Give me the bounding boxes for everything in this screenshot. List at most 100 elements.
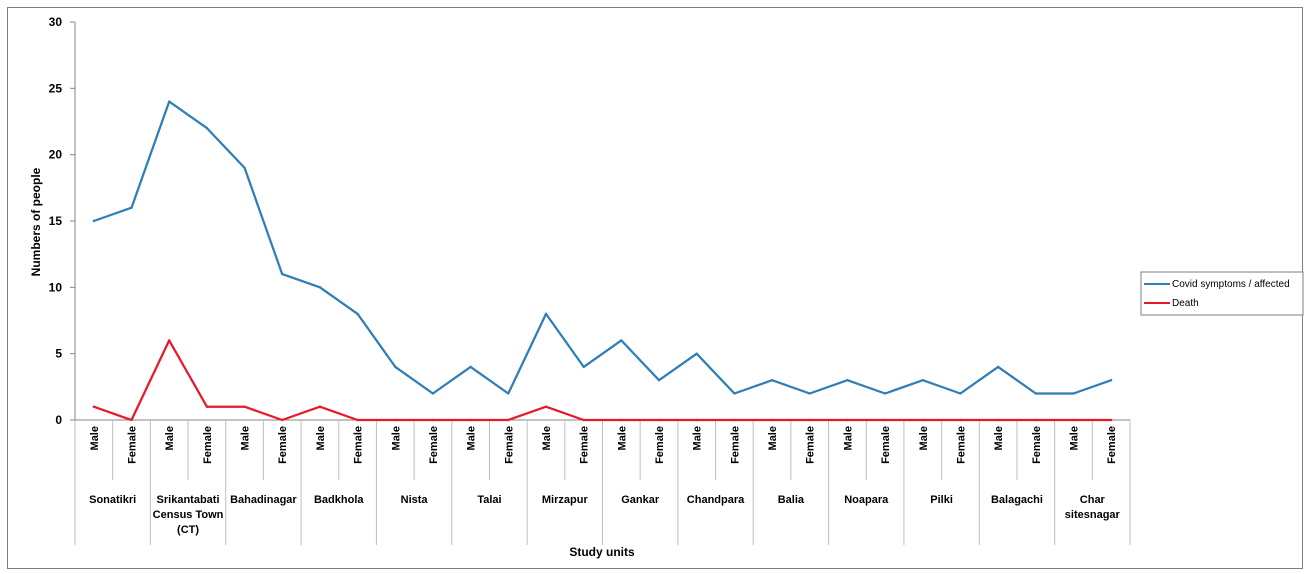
data-point <box>770 379 774 382</box>
series-layer <box>92 100 1113 422</box>
data-point <box>996 418 1000 422</box>
y-tick-label: 10 <box>49 280 63 294</box>
data-point <box>883 418 887 422</box>
data-point <box>394 418 397 422</box>
data-point <box>1072 392 1075 395</box>
data-point <box>243 405 246 408</box>
series-line-covid <box>93 100 1112 395</box>
x-category-label: Female <box>127 426 139 464</box>
data-point <box>883 392 887 395</box>
data-point <box>959 392 962 395</box>
x-category-label: Female <box>503 426 515 464</box>
data-point <box>657 379 661 382</box>
data-point <box>657 418 661 422</box>
x-axis-title: Study units <box>569 545 635 559</box>
data-point <box>167 339 171 342</box>
data-point <box>620 418 623 422</box>
data-point <box>846 418 849 422</box>
legend-label-covid: Covid symptoms / affected <box>1172 279 1290 290</box>
data-point <box>921 379 924 382</box>
data-point <box>205 126 209 130</box>
data-point <box>846 379 849 382</box>
data-point <box>582 418 585 422</box>
x-group-label: Pilki <box>930 494 953 506</box>
data-point <box>733 418 736 422</box>
x-axis: Male Female Male Female Male Female Male Female… <box>74 419 1131 545</box>
x-category-label: Female <box>202 426 214 464</box>
x-category-label: Female <box>805 426 817 464</box>
data-point <box>808 392 811 395</box>
data-point <box>1034 392 1038 395</box>
x-category-label: Male <box>390 426 402 450</box>
x-category-label: Female <box>654 426 666 464</box>
x-category-label: Male <box>918 426 930 450</box>
data-point <box>205 405 209 408</box>
x-category-label: Male <box>767 426 779 450</box>
data-point <box>167 100 171 103</box>
data-point <box>469 365 472 369</box>
data-point <box>92 219 96 223</box>
data-point <box>959 418 962 422</box>
legend: Covid symptoms / affected Death <box>1140 271 1304 316</box>
x-group-label: Gankar <box>621 494 660 506</box>
x-category-label: Male <box>315 426 327 450</box>
chart-frame <box>7 7 1303 569</box>
x-group-label: Chandpara <box>687 494 745 506</box>
x-category-label: Female <box>353 426 365 464</box>
data-point <box>1034 418 1038 422</box>
x-group-label: Badkhola <box>314 494 364 506</box>
data-point <box>394 365 397 369</box>
data-point <box>507 392 510 395</box>
data-point <box>243 166 246 170</box>
data-point <box>620 339 623 342</box>
data-point <box>695 418 698 422</box>
data-point <box>318 286 322 289</box>
data-point <box>507 418 510 422</box>
x-category-label: Male <box>616 426 628 450</box>
x-category-label: Female <box>277 426 289 464</box>
data-point <box>130 206 133 209</box>
data-point <box>431 418 435 422</box>
legend-label-death: Death <box>1172 298 1199 309</box>
y-tick-label: 5 <box>55 347 62 361</box>
data-point <box>544 312 548 316</box>
y-axis: 0 5 10 15 20 25 30 <box>49 15 76 427</box>
x-category-label: Male <box>89 426 101 450</box>
y-tick-label: 20 <box>49 148 63 162</box>
x-group-label: Sonatikri <box>89 494 136 506</box>
x-group-label: Balia <box>778 494 805 506</box>
x-group-label: Talai <box>477 494 501 506</box>
data-point <box>356 418 359 422</box>
data-point <box>1109 379 1113 382</box>
series-line-death <box>93 339 1112 422</box>
y-tick-label: 25 <box>49 81 63 95</box>
data-point <box>92 405 96 408</box>
x-category-label: Female <box>428 426 440 464</box>
data-point <box>544 405 548 408</box>
x-category-label: Male <box>541 426 553 450</box>
x-category-label: Female <box>955 426 967 464</box>
x-group-label: Mirzapur <box>542 494 589 506</box>
y-axis-title: Numbers of people <box>29 167 43 276</box>
x-category-label: Male <box>993 426 1005 450</box>
y-tick-label: 15 <box>49 214 63 228</box>
data-point <box>996 365 1000 369</box>
data-point <box>130 418 133 422</box>
x-category-label: Female <box>1106 426 1118 464</box>
x-group-label: Balagachi <box>991 494 1043 506</box>
x-category-label: Female <box>1031 426 1043 464</box>
x-category-label: Female <box>579 426 591 464</box>
data-point <box>431 392 435 395</box>
x-category-label: Male <box>164 426 176 450</box>
x-group-label: Noapara <box>844 494 889 506</box>
data-point <box>770 418 774 422</box>
y-tick-label: 30 <box>49 15 63 29</box>
data-point <box>281 418 284 422</box>
x-category-label: Female <box>729 426 741 464</box>
x-group-label: Bahadinagar <box>230 494 297 506</box>
x-category-label: Male <box>240 426 252 450</box>
data-point <box>733 392 736 395</box>
data-point <box>469 418 472 422</box>
x-group-label: Srikantabati Census Town (CT) <box>153 494 224 536</box>
